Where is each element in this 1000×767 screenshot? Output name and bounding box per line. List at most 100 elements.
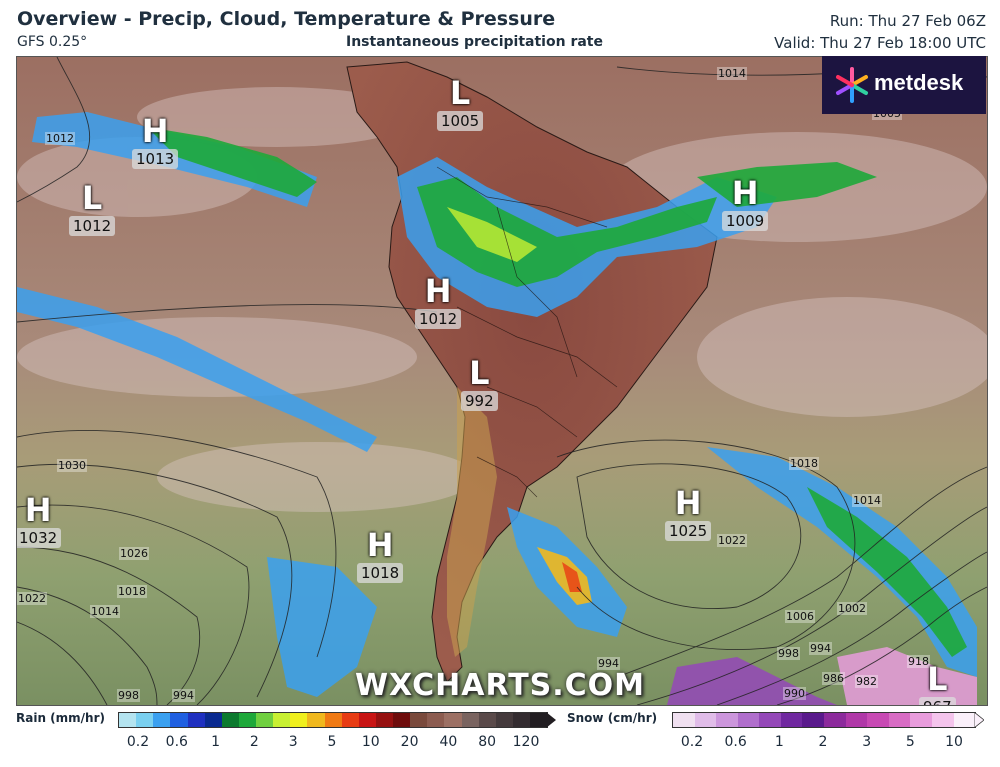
legend-tick-label: 5 <box>327 734 337 750</box>
legend-tick-label: 120 <box>512 734 540 750</box>
legend-swatch <box>307 713 325 727</box>
legend-swatch <box>867 713 889 727</box>
pressure-letter: L <box>469 354 490 392</box>
snow-legend-title: Snow (cm/hr) <box>567 711 658 725</box>
isobar-label: 1014 <box>852 494 882 507</box>
pressure-center-high: H 1012 <box>415 272 462 329</box>
pressure-value: 967 <box>919 697 956 705</box>
pressure-value: 1025 <box>665 521 712 541</box>
legend-swatch <box>802 713 825 727</box>
metdesk-asterisk-icon <box>836 67 868 103</box>
legend-swatch <box>187 713 205 727</box>
legend-swatch <box>759 713 781 727</box>
legend-tick-label: 0.2 <box>126 734 150 750</box>
legend-tick-label: 20 <box>400 734 419 750</box>
legend-swatch <box>393 713 411 727</box>
country-borders <box>436 166 618 498</box>
legend-swatch <box>136 713 154 727</box>
legend-swatch <box>673 713 695 727</box>
pressure-letter: H <box>424 272 452 310</box>
rain-color-scale <box>118 712 548 728</box>
legend-swatch <box>341 713 359 727</box>
legend-tick-label: 5 <box>905 734 915 750</box>
isobar-label: 1018 <box>117 585 147 598</box>
isobar-label: 994 <box>597 657 620 670</box>
pressure-value: 1005 <box>437 111 484 131</box>
legend-tick-label: 80 <box>478 734 497 750</box>
isobar-label: 1002 <box>837 602 867 615</box>
legend-swatch <box>495 713 513 727</box>
legend-swatch <box>530 713 548 727</box>
legend-swatch <box>953 713 976 727</box>
chart-subtitle: Instantaneous precipitation rate <box>346 34 603 50</box>
legend-tick-label: 2 <box>249 734 259 750</box>
pressure-letter: L <box>927 660 948 698</box>
legend-tick-label: 3 <box>862 734 872 750</box>
isobar-label: 994 <box>809 642 832 655</box>
isobar-label: 1014 <box>90 605 120 618</box>
legend-swatch <box>221 713 239 727</box>
legend-swatch <box>512 713 530 727</box>
legend-swatch <box>290 713 308 727</box>
legend-swatch <box>153 713 171 727</box>
isobar-label: 1030 <box>57 459 87 472</box>
legend-swatch <box>478 713 496 727</box>
legend-swatch <box>256 713 274 727</box>
legend-swatch <box>444 713 462 727</box>
isobar-label: 994 <box>172 689 195 702</box>
isobar-label: 1014 <box>717 67 747 80</box>
legend-swatch <box>273 713 291 727</box>
legend-swatch <box>410 713 428 727</box>
run-time: Run: Thu 27 Feb 06Z <box>829 12 986 30</box>
pressure-value: 1013 <box>132 149 179 169</box>
pressure-letter: H <box>366 526 394 564</box>
pressure-letter: H <box>141 112 169 150</box>
weather-map[interactable]: 1014 1012 1030 1026 1022 1018 1014 998 9… <box>16 56 988 706</box>
legend-tick-label: 0.2 <box>680 734 704 750</box>
legend-swatch <box>780 713 803 727</box>
legend-swatch <box>716 713 738 727</box>
isobar-label: 1006 <box>785 610 815 623</box>
metdesk-logo[interactable]: metdesk <box>822 56 986 114</box>
pressure-value: 1018 <box>357 563 404 583</box>
pressure-value: 1012 <box>415 309 462 329</box>
logo-text: metdesk <box>874 70 964 95</box>
isobar-label: 918 <box>907 655 930 668</box>
pressure-center-high: H 1032 <box>17 491 62 548</box>
pressure-center-high: H 1013 <box>132 112 179 169</box>
isobar-label: 998 <box>117 689 140 702</box>
pressure-letter: H <box>674 484 702 522</box>
pressure-value: 1009 <box>722 211 769 231</box>
isobar-label: 982 <box>855 675 878 688</box>
legend-swatch <box>170 713 188 727</box>
legend-swatch <box>888 713 911 727</box>
pressure-center-high: H 1018 <box>357 526 404 583</box>
legend-tick-label: 1 <box>211 734 221 750</box>
snow-scale-arrow-icon <box>974 712 984 728</box>
pressure-letter: H <box>24 491 52 529</box>
legend-tick-label: 10 <box>361 734 380 750</box>
isobar-label: 998 <box>777 647 800 660</box>
legend-swatch <box>737 713 760 727</box>
pressure-value: 992 <box>461 391 498 411</box>
snow-color-scale <box>672 712 976 728</box>
pressure-center-high: H 1025 <box>665 484 712 541</box>
pressure-letter: L <box>449 74 471 112</box>
legend-tick-label: 10 <box>945 734 963 750</box>
pressure-value: 1012 <box>69 216 116 236</box>
isobar-label: 1018 <box>789 457 819 470</box>
pressure-letter: L <box>81 179 103 217</box>
legend-swatch <box>204 713 222 727</box>
legend-swatch <box>324 713 342 727</box>
pressure-center-high: H 1009 <box>722 174 769 231</box>
pressure-letter: H <box>731 174 759 212</box>
isobar-label: 986 <box>822 672 845 685</box>
legend-swatch <box>427 713 445 727</box>
pressure-center-low: L 1012 <box>69 179 116 236</box>
legend-swatch <box>694 713 717 727</box>
legend-swatch <box>119 713 137 727</box>
isobar-label: 1026 <box>119 547 149 560</box>
isobar-label: 990 <box>783 687 806 700</box>
legend-swatch <box>910 713 932 727</box>
rain-areas <box>17 112 977 705</box>
